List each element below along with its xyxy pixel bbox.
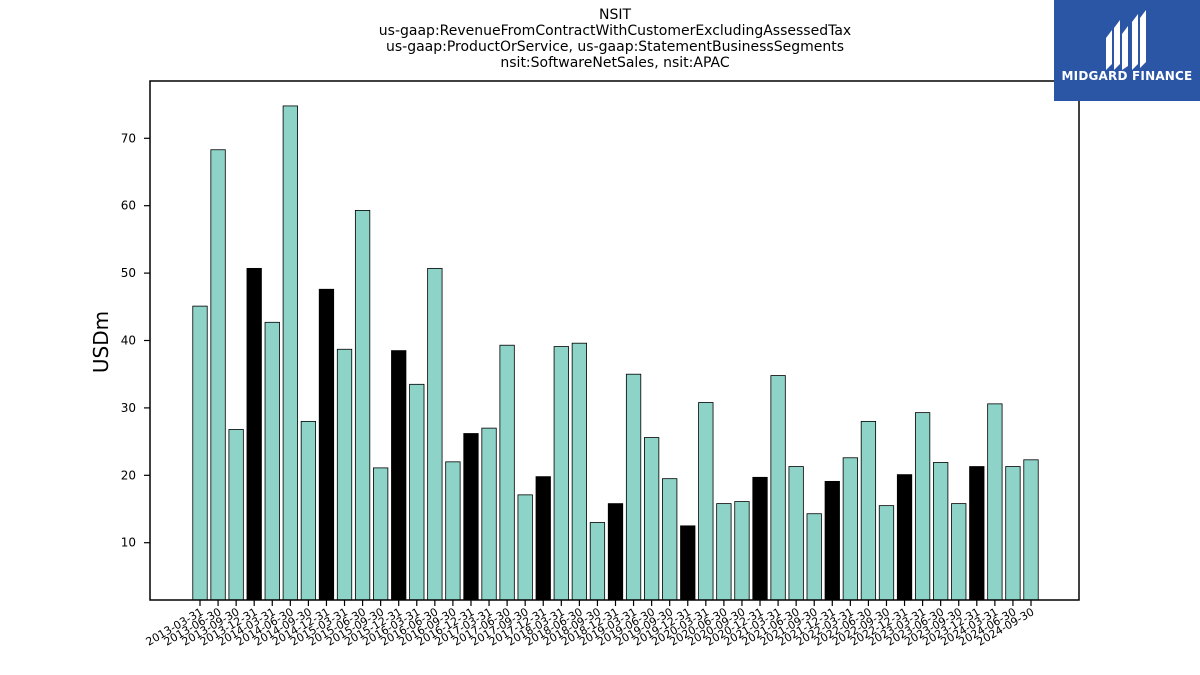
bar-2019-09-30 — [662, 478, 678, 601]
bar-2013-09-30 — [228, 429, 244, 601]
bar-2014-03-31 — [264, 321, 280, 601]
y-tick-label: 30 — [121, 401, 136, 415]
bar-2024-06-30 — [1005, 466, 1021, 601]
bar-2016-03-31 — [409, 383, 425, 601]
y-axis: 10 20 30 40 50 60 70 — [121, 131, 150, 550]
x-axis: 2013-03-312013-06-302013-09-302013-12-31… — [144, 600, 1037, 649]
brand-logo-mark-icon — [1106, 10, 1146, 70]
bar-2022-03-31 — [842, 457, 858, 601]
bar-2013-06-30 — [210, 149, 226, 601]
bar-2017-03-31 — [481, 427, 497, 601]
bar-2013-12-31 — [246, 267, 262, 601]
bar-2016-12-31 — [463, 433, 479, 601]
bar-2023-06-30 — [933, 462, 949, 601]
brand-logo-text: MIDGARD FINANCE — [1061, 69, 1193, 83]
bar-2021-12-31 — [824, 480, 840, 601]
bar-2020-06-30 — [716, 503, 732, 601]
bars — [192, 105, 1039, 601]
bar-2017-09-30 — [517, 494, 533, 601]
brand-logo: MIDGARD FINANCE — [1054, 0, 1200, 101]
bar-2016-06-30 — [427, 267, 443, 601]
bar-2015-03-31 — [336, 348, 353, 601]
bar-2023-12-31 — [969, 466, 985, 601]
chart-title-line-1: NSIT — [598, 7, 632, 23]
bar-2019-03-31 — [625, 373, 642, 601]
bar-2022-06-30 — [860, 420, 877, 601]
bar-2021-03-31 — [770, 375, 786, 601]
bar-2014-12-31 — [318, 288, 335, 601]
bar-2024-03-31 — [987, 403, 1003, 601]
bar-2013-03-31 — [192, 305, 208, 601]
bar-2014-09-30 — [300, 420, 317, 601]
bar-2017-12-31 — [535, 476, 551, 601]
bar-2022-09-30 — [878, 505, 895, 601]
bar-2020-09-30 — [734, 501, 750, 601]
bar-2018-03-31 — [553, 346, 569, 601]
y-tick-label: 60 — [121, 199, 136, 213]
bar-2018-12-31 — [607, 503, 624, 601]
bar-2017-06-30 — [499, 344, 515, 601]
bar-2020-12-31 — [752, 476, 768, 601]
bar-2016-09-30 — [445, 461, 461, 601]
bar-2023-03-31 — [914, 412, 931, 601]
bar-2023-09-30 — [951, 503, 967, 601]
bar-2018-06-30 — [571, 342, 587, 601]
bar-2015-06-30 — [354, 210, 371, 601]
y-tick-label: 20 — [121, 468, 136, 482]
bar-2021-06-30 — [788, 466, 804, 601]
chart-title-line-4: nsit:SoftwareNetSales, nsit:APAC — [500, 55, 730, 71]
bar-2015-12-31 — [391, 350, 407, 601]
y-tick-label: 40 — [121, 334, 136, 348]
bar-2024-09-30 — [1023, 459, 1039, 601]
y-tick-label: 50 — [121, 266, 136, 280]
chart-title-line-3: us-gaap:ProductOrService, us-gaap:Statem… — [385, 39, 844, 55]
bar-2019-12-31 — [680, 525, 696, 601]
bar-2019-06-30 — [644, 437, 660, 601]
bar-2022-12-31 — [896, 474, 913, 601]
y-tick-label: 10 — [121, 536, 136, 550]
y-tick-label: 70 — [121, 131, 136, 145]
bar-2021-09-30 — [806, 513, 822, 601]
bar-2015-09-30 — [373, 467, 389, 601]
bar-2018-09-30 — [589, 522, 606, 601]
bar-2014-06-30 — [282, 105, 298, 601]
bar-2020-03-31 — [698, 402, 714, 601]
chart-title-line-2: us-gaap:RevenueFromContractWithCustomerE… — [378, 23, 852, 39]
y-axis-label: USDm — [89, 311, 113, 373]
